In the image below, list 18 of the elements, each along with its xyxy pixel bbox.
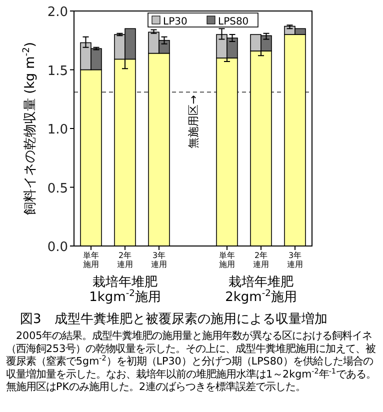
text: 2005年の結果。成型牛糞堆肥の施用量と施用年数が異なる区における飼料イネ（西海飼253号）の乾物収量を示した。その上に、成型牛糞堆肥施用に加えて、被覆尿素（窒素で5gm$^{-2}$）を初期（LP30）と分げつ期（LPS80）を供給した場合の収量増加量を示した。なお、栽培年以前の堆肥施用水準は1～2kgm$^{-2}$年$^{-1}$である。無施用区はPKのみ施用した。2連のばらつきを標準誤差で示した。 (6, 330, 376, 394)
text: 栽培年堆肥 1kgm$^{-2}$施用 (89, 275, 161, 305)
x-tick-label: 2年連用 (253, 251, 269, 269)
y-tick-label: 0.0 (47, 240, 68, 255)
ref-line-label: 無施用区→ (187, 95, 200, 148)
y-tick-label: 2.0 (47, 5, 68, 20)
x-tick-label: 2年連用 (117, 251, 133, 269)
legend-label: LPS80 (218, 16, 249, 28)
text: 栽培年堆肥 2kgm$^{-2}$施用 (225, 275, 297, 305)
y-tick-label: 1.5 (47, 64, 68, 79)
text: 図3 成型牛糞堆肥と被覆尿素の施用による収量増加 (20, 311, 328, 327)
x-tick-label: 3年連用 (151, 251, 167, 269)
y-tick-label: 0.5 (47, 181, 68, 196)
x-tick-label: 3年連用 (287, 251, 303, 269)
y-tick-label: 1.0 (47, 122, 68, 138)
x-tick-label: 単年施用 (219, 251, 235, 269)
legend-label: LP30 (163, 16, 188, 28)
x-tick-label: 単年施用 (83, 251, 99, 269)
